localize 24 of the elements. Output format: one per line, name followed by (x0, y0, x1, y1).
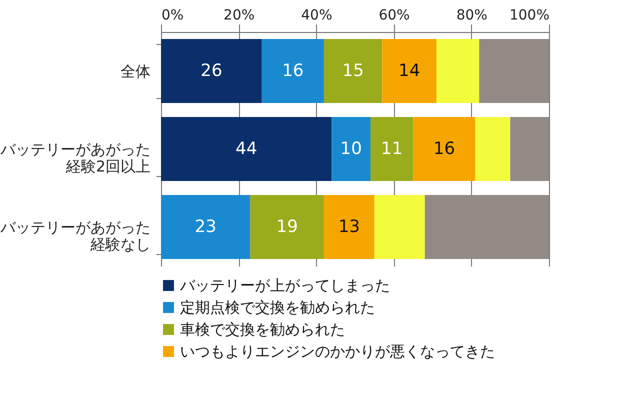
data-label: 26 (200, 61, 222, 81)
data-label: 15 (342, 61, 364, 81)
legend-label: バッテリーが上がってしまった (179, 276, 390, 294)
x-tick-label: 60% (378, 8, 410, 24)
data-label: 11 (381, 139, 403, 159)
data-label: 13 (338, 217, 360, 237)
data-label: 44 (236, 139, 258, 159)
y-tick-label: バッテリーがあがった経験なし (0, 218, 150, 254)
y-tick-label: バッテリーがあがった経験2回以上 (0, 140, 150, 176)
x-tick-label: 40% (301, 8, 332, 24)
data-label: 10 (340, 139, 362, 159)
data-label: 16 (433, 139, 456, 159)
x-tick-label: 100% (509, 8, 550, 24)
x-tick-label: 80% (456, 8, 488, 24)
data-label: 14 (398, 61, 420, 81)
data-label: 23 (194, 217, 216, 237)
x-tick-label: 0% (162, 8, 184, 24)
legend-label: 定期点検で交換を勧められた (180, 298, 375, 316)
legend-label: いつもよりエンジンのかかりが悪くなってきた (180, 342, 495, 360)
x-tick-label: 20% (224, 8, 255, 24)
y-tick-label: 全体 (120, 62, 150, 80)
data-label: 16 (282, 61, 304, 81)
legend-label: 車検で交換を勧められた (180, 320, 345, 338)
data-label: 19 (276, 217, 298, 237)
